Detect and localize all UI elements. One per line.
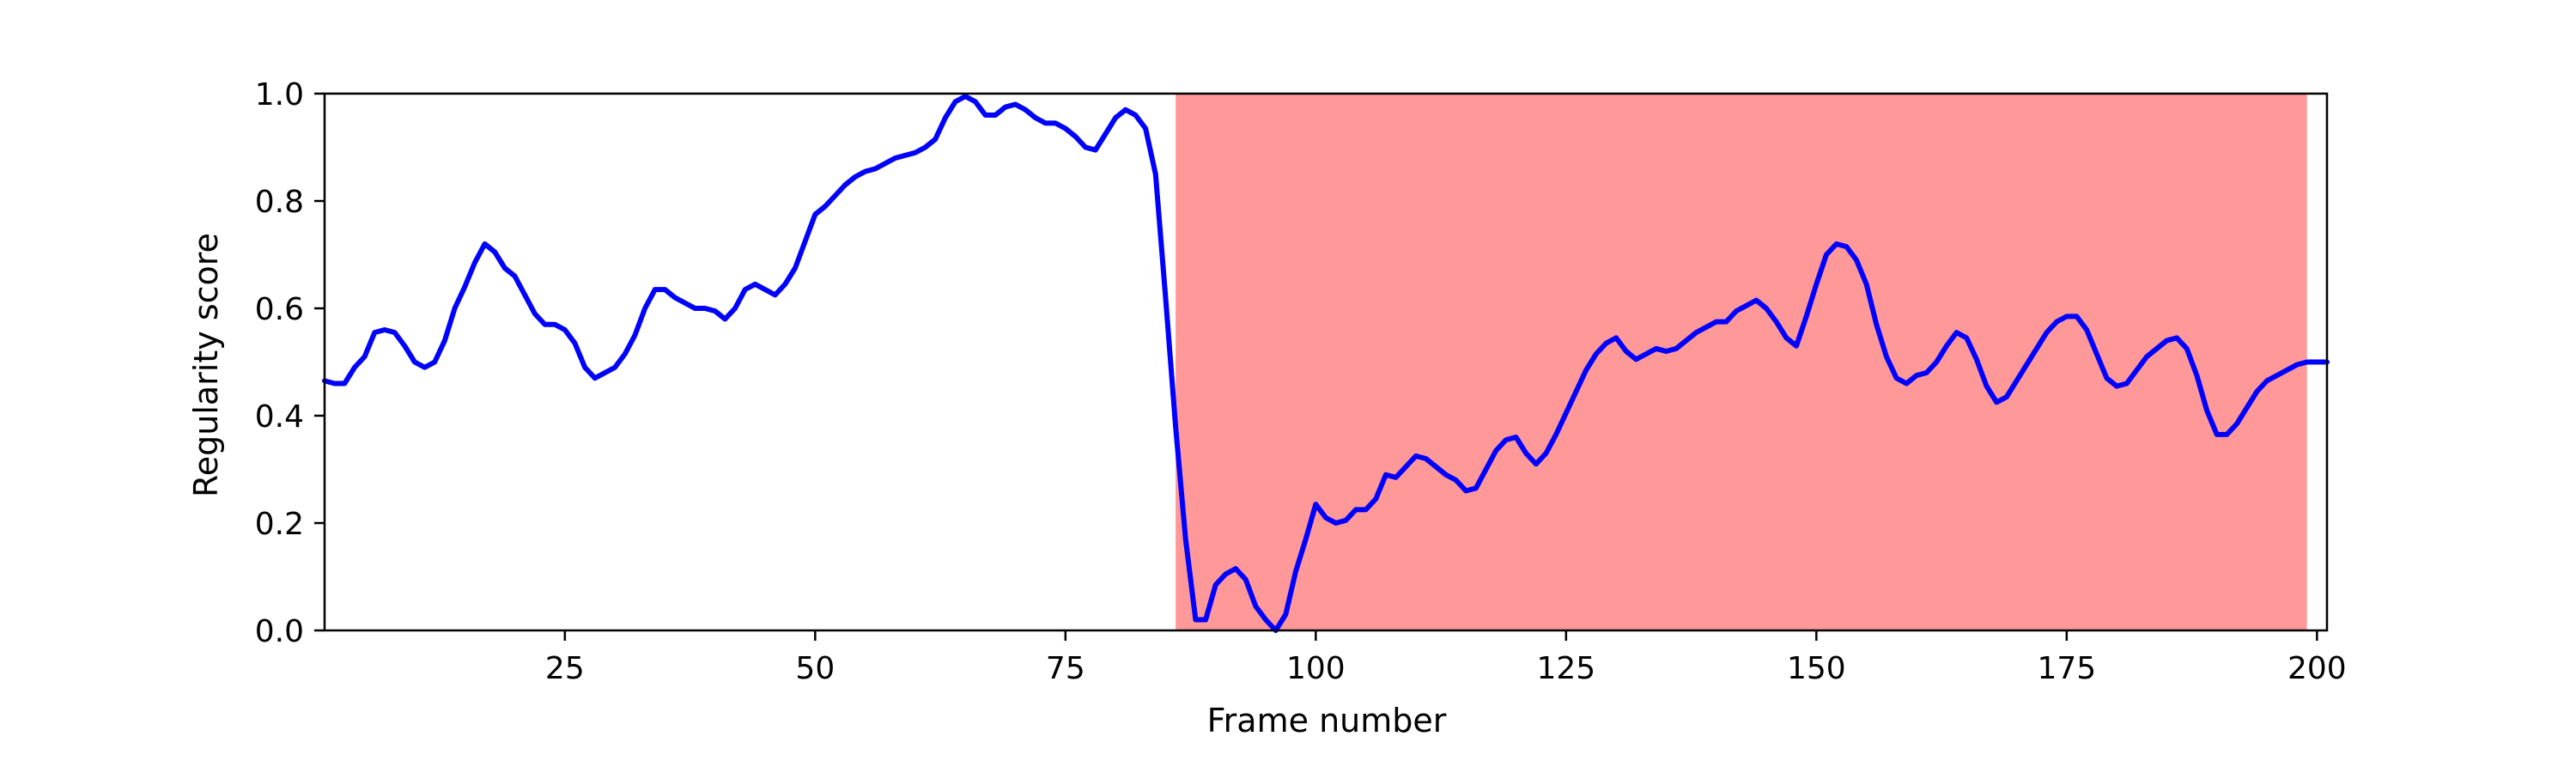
y-tick-label: 0.0	[255, 614, 304, 649]
y-tick-label: 0.8	[255, 185, 304, 220]
x-tick-label: 75	[1046, 651, 1085, 686]
x-tick-label: 125	[1536, 651, 1595, 686]
plot-area	[322, 92, 2330, 633]
x-axis-label: Frame number	[1207, 702, 1447, 740]
regularity-score-line	[322, 94, 2330, 633]
x-tick-label: 175	[2037, 651, 2096, 686]
y-tick-label: 1.0	[255, 77, 304, 113]
x-tick-label: 150	[1787, 651, 1846, 686]
y-axis: 0.0 0.2 0.4 0.6 0.8 1.0	[255, 77, 325, 649]
plot-frame	[323, 92, 2329, 632]
y-axis-label: Regularity score	[187, 233, 225, 497]
x-tick-label: 50	[795, 651, 835, 686]
x-axis: 25 50 75 100 125 150 175 200	[545, 630, 2347, 686]
y-tick-label: 0.6	[255, 292, 304, 327]
x-tick-label: 200	[2287, 651, 2347, 686]
x-tick-label: 100	[1286, 651, 1346, 686]
x-tick-label: 25	[545, 651, 585, 686]
y-tick-label: 0.4	[255, 399, 304, 435]
y-tick-label: 0.2	[255, 507, 304, 542]
anomaly-highlight-region	[1176, 94, 2307, 630]
